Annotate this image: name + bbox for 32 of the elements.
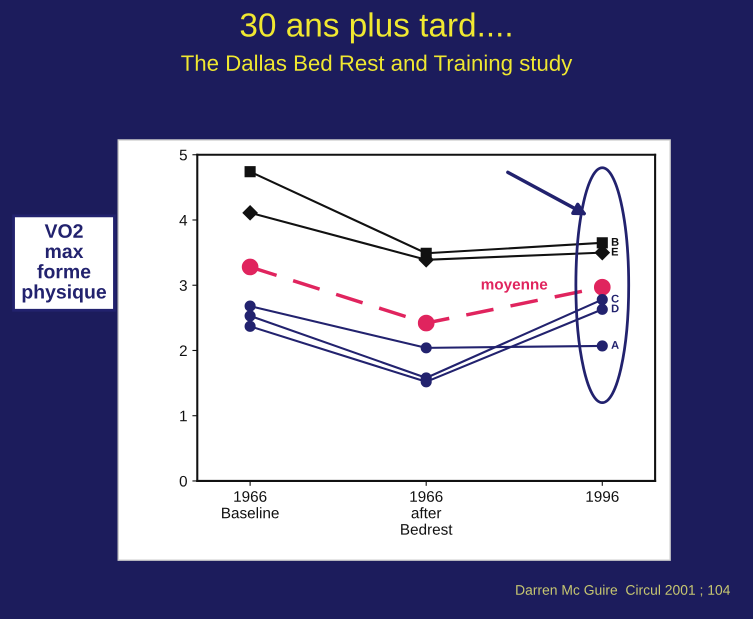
point bbox=[242, 258, 258, 276]
point bbox=[596, 237, 608, 248]
x-tick-label: 1996 bbox=[586, 491, 619, 502]
x-tick-label: 1966 after Bedrest bbox=[401, 491, 452, 535]
y-axis-title: VO2 max forme physique bbox=[22, 224, 106, 302]
y-tick-label: 0 bbox=[180, 476, 187, 487]
x-tick-label: 1966 Baseline bbox=[222, 491, 279, 518]
y-tick-label: 1 bbox=[180, 410, 187, 422]
point bbox=[420, 342, 432, 354]
point bbox=[596, 294, 608, 306]
point bbox=[244, 166, 256, 178]
chart-title: 30 ans plus tard.... bbox=[240, 12, 511, 44]
y-tick-label: 3 bbox=[180, 280, 187, 291]
point bbox=[244, 320, 256, 332]
series-label: D bbox=[612, 304, 619, 312]
point bbox=[244, 310, 256, 322]
series-label: C bbox=[612, 294, 619, 303]
chart-subtitle: The Dallas Bed Rest and Training study bbox=[181, 54, 572, 76]
series-label: E bbox=[612, 248, 618, 256]
y-tick-label: 2 bbox=[180, 345, 187, 356]
point bbox=[594, 278, 611, 296]
point bbox=[244, 300, 256, 312]
series-label: A bbox=[611, 341, 619, 349]
series-label: B bbox=[612, 238, 619, 246]
y-tick-label: 4 bbox=[179, 215, 188, 226]
point bbox=[596, 340, 608, 352]
y-tick-label: 5 bbox=[180, 150, 187, 160]
point bbox=[596, 304, 608, 315]
series-label: moyenne bbox=[482, 281, 548, 293]
point bbox=[242, 205, 258, 220]
point bbox=[418, 314, 435, 332]
text: Darren Mc Guire Circul 2001 ; 104 bbox=[516, 584, 730, 597]
